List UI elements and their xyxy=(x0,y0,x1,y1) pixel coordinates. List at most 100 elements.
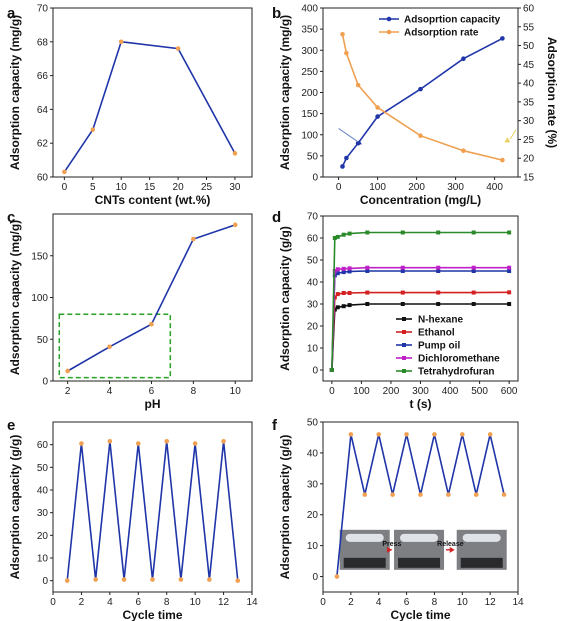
panel-e-xtick-label: 12 xyxy=(218,597,230,608)
panel-f-ytick-label: 10 xyxy=(307,541,319,552)
panel-d-xtick-label: 100 xyxy=(353,386,370,397)
panel-f-ytick-label: 30 xyxy=(307,479,319,490)
panel-b-ytick-label: 250 xyxy=(301,67,318,78)
panel-c-xtick-label: 2 xyxy=(65,386,71,397)
panel-e-xlabel: Cycle time xyxy=(122,608,182,621)
panel-f-ytick-label: 0 xyxy=(312,572,318,583)
panel-b-y2tick-label: 50 xyxy=(523,41,535,52)
panel-c-ytick-label: 150 xyxy=(31,251,48,262)
panel-a-group: a 0 5 10 15 20 25 30 60 62 64 66 68 70 CNTs content (w… xyxy=(7,4,253,207)
panel-a-xtick-label: 30 xyxy=(229,182,241,193)
panel-a-data-point xyxy=(90,127,96,132)
panel-d-ytick-label: 20 xyxy=(307,322,319,333)
panel-f-data-point xyxy=(432,432,437,437)
panel-a-xtick-label: 5 xyxy=(90,182,96,193)
panel-d-xtick-label: 300 xyxy=(412,386,429,397)
panel-d-data-point xyxy=(365,230,370,235)
panel-d-legend-label: Pump oil xyxy=(418,341,460,352)
panel-d-ytick-label: 40 xyxy=(307,278,319,289)
panel-b-data-point xyxy=(340,164,345,169)
panel-d-data-point xyxy=(341,232,346,237)
panel-b-data-point xyxy=(500,157,505,163)
panel-b-data-point xyxy=(418,133,423,138)
panel-d-data-point xyxy=(436,269,441,273)
panel-e-ylabel: Adsorption capacity (g/g) xyxy=(8,435,22,580)
panel-c-data-point xyxy=(191,236,196,242)
panel-c-ytick-label: 100 xyxy=(31,293,48,304)
panel-b-xtick-label: 300 xyxy=(447,182,464,193)
panel-d-data-point xyxy=(329,368,334,372)
panel-d-data-point xyxy=(507,269,512,273)
panel-f-data-point xyxy=(334,574,340,579)
panel-d-data-point xyxy=(332,236,337,240)
panel-d-legend-label: Dichloromethane xyxy=(418,354,500,365)
panel-e-ytick-label: 60 xyxy=(37,440,49,451)
panel-d-legend-label: Tetrahydrofuran xyxy=(418,367,495,378)
panel-b-legend-label: Adsorption rate xyxy=(404,28,479,39)
panel-d-legend-marker xyxy=(402,330,406,334)
panel-f-xtick-label: 10 xyxy=(457,597,469,608)
panel-d-data-point xyxy=(335,267,340,272)
panel-d-data-point xyxy=(347,269,352,274)
panel-e-group: e 0 2 4 6 8 10 12 14 0 10 20 30 40 50 60 Cycle time Adsor… xyxy=(7,417,258,621)
panel-b-series-line xyxy=(341,34,503,161)
panel-a-ytick-label: 60 xyxy=(37,173,49,184)
panel-d-xtick-label: 600 xyxy=(501,386,518,397)
panel-d-legend-marker xyxy=(402,369,406,373)
panel-d-data-point xyxy=(347,231,352,236)
panel-b-data-point xyxy=(375,114,380,119)
panel-d-data-point xyxy=(341,266,346,271)
panel-d-label: d xyxy=(272,209,281,226)
panel-e-xtick-label: 6 xyxy=(136,597,142,608)
panel-f-inset-syringe xyxy=(345,533,384,542)
panel-e-data-point xyxy=(235,578,241,583)
panel-f-inset-sponge xyxy=(343,557,386,568)
panel-e-data-point xyxy=(150,577,155,582)
panel-b-data-point xyxy=(461,56,466,61)
panel-a-ytick-label: 70 xyxy=(37,4,49,15)
panel-b-legend-marker xyxy=(386,16,392,22)
panel-c-data-point xyxy=(232,222,238,228)
panel-c-label: c xyxy=(7,209,15,226)
panel-b-data-point xyxy=(461,148,466,154)
panel-b-xtick-label: 100 xyxy=(369,182,386,193)
panel-a-xtick-label: 15 xyxy=(144,182,156,193)
panel-f-xtick-label: 0 xyxy=(320,597,326,608)
panel-f-xtick-label: 8 xyxy=(432,597,438,608)
panel-b-series-line xyxy=(341,37,503,167)
panel-c-data-point xyxy=(65,368,70,374)
panel-b-y2tick-label: 45 xyxy=(523,60,535,71)
panel-d-legend-label: Ethanol xyxy=(418,328,455,339)
panel-c-plot-frame xyxy=(52,213,253,382)
panel-a-ytick-label: 64 xyxy=(37,105,49,116)
panel-b-y2tick-label: 35 xyxy=(523,97,535,108)
panel-a-xtick-label: 25 xyxy=(201,182,213,193)
panel-b-data-point xyxy=(344,50,349,56)
panel-f-ytick-label: 50 xyxy=(307,418,319,429)
panel-d-group: d 0 100 200 300 400 500 600 0 10 20 30 40 50 60 70 t (s)… xyxy=(272,209,519,411)
panel-a-data-point xyxy=(232,151,238,156)
panel-b-y2label: Adsorption rate (%) xyxy=(545,37,559,148)
panel-e-ytick-label: 0 xyxy=(42,576,48,587)
panel-b-data-point xyxy=(344,155,349,161)
panel-b-y2tick-label: 15 xyxy=(523,173,535,184)
panel-d-data-point xyxy=(507,230,512,235)
panel-d-data-point xyxy=(335,234,340,239)
panel-f-data-point xyxy=(376,432,382,437)
panel-f-data-point xyxy=(348,432,354,437)
panel-d-data-point xyxy=(400,290,405,295)
panel-b-y2tick-label: 60 xyxy=(523,4,535,15)
panel-d-data-point xyxy=(341,291,346,295)
panel-b-ytick-label: 100 xyxy=(301,130,318,141)
panel-f-inset-syringe xyxy=(400,533,439,542)
panel-b-ytick-label: 150 xyxy=(301,109,318,120)
panel-b-ytick-label: 300 xyxy=(301,46,318,57)
panel-e-data-point xyxy=(79,441,84,446)
panel-d-data-point xyxy=(365,269,370,273)
panel-a-ytick-label: 68 xyxy=(37,37,49,48)
panel-d-ytick-label: 10 xyxy=(307,344,319,355)
panel-b-label: b xyxy=(272,5,281,22)
panel-d-xtick-label: 0 xyxy=(329,386,335,397)
panel-d-data-point xyxy=(436,302,441,306)
